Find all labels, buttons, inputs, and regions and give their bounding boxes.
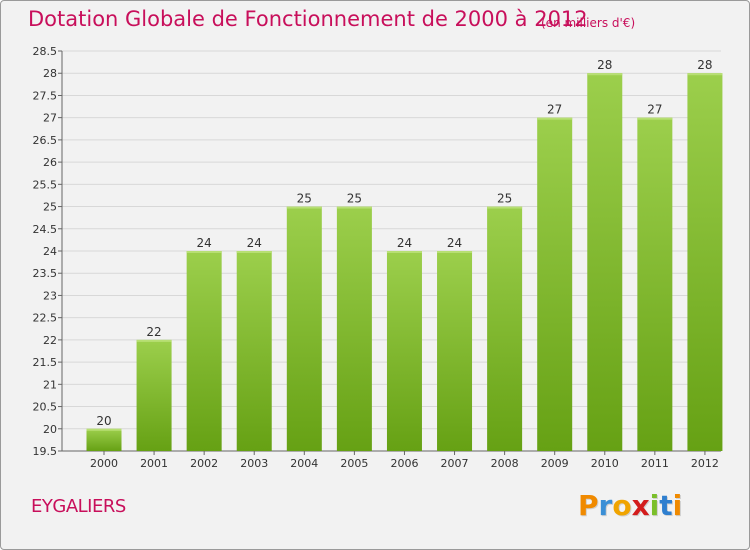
data-label: 28	[597, 58, 612, 72]
logo-letter: x	[631, 489, 650, 522]
bar-highlight	[587, 73, 623, 76]
bar-highlight	[136, 339, 172, 342]
x-tick-label: 2012	[691, 457, 719, 470]
bar-highlight	[687, 73, 723, 76]
logo-letter: r	[598, 489, 613, 522]
y-tick-label: 27	[43, 112, 57, 125]
bar-highlight	[487, 206, 523, 209]
y-tick-label: 20.5	[33, 401, 58, 414]
bar-highlight	[386, 251, 422, 253]
bar	[336, 206, 372, 451]
logo-letter: i	[672, 489, 683, 522]
bar-highlight	[537, 117, 573, 120]
x-tick-label: 2001	[140, 457, 168, 470]
bar-highlight	[437, 251, 473, 253]
bar	[637, 117, 673, 452]
y-tick-label: 24.5	[33, 223, 58, 236]
x-tick-label: 2008	[491, 457, 519, 470]
y-tick-label: 23.5	[33, 267, 58, 280]
logo-letter: i	[649, 489, 660, 522]
y-tick-label: 21	[43, 378, 57, 391]
y-tick-label: 28	[43, 67, 57, 80]
bar	[136, 339, 172, 451]
bar	[687, 73, 723, 451]
x-tick-label: 2009	[541, 457, 569, 470]
data-label: 22	[146, 325, 161, 339]
bar	[437, 251, 473, 451]
y-tick-label: 26.5	[33, 134, 58, 147]
data-label: 24	[397, 236, 412, 250]
x-tick-label: 2006	[390, 457, 418, 470]
data-label: 25	[297, 192, 312, 206]
y-tick-label: 25.5	[33, 178, 58, 191]
y-tick-label: 22	[43, 334, 57, 347]
data-label: 20	[96, 414, 111, 428]
chart-unit-label: (en milliers d'€)	[541, 16, 636, 30]
data-label: 24	[247, 236, 262, 250]
y-tick-label: 26	[43, 156, 57, 169]
x-tick-label: 2005	[340, 457, 368, 470]
y-tick-label: 20	[43, 423, 57, 436]
bar-highlight	[186, 251, 222, 253]
bar-highlight	[86, 428, 122, 431]
bar-highlight	[637, 117, 673, 120]
labels: 19.5 20 20.5 21 21.5 22 22.5 23 23.5 24 24.5 25 25.5…	[33, 45, 719, 470]
bar	[587, 73, 623, 451]
bar-highlight	[286, 206, 322, 209]
data-label: 24	[447, 236, 462, 250]
bar-highlight	[336, 206, 372, 209]
bar	[286, 206, 322, 451]
data-label: 25	[497, 192, 512, 206]
y-tick-label: 24	[43, 245, 57, 258]
x-tick-label: 2003	[240, 457, 268, 470]
data-label: 25	[347, 192, 362, 206]
chart-title: Dotation Globale de Fonctionnement de 20…	[28, 7, 588, 31]
logo-letter: o	[612, 489, 632, 522]
bar	[236, 251, 272, 451]
x-tick-label: 2010	[591, 457, 619, 470]
x-tick-label: 2002	[190, 457, 218, 470]
logo-letter: P	[578, 489, 599, 522]
data-label: 27	[547, 103, 562, 117]
y-tick-label: 23	[43, 289, 57, 302]
data-label: 28	[697, 58, 712, 72]
data-label: 27	[647, 103, 662, 117]
bar	[487, 206, 523, 451]
bar	[537, 117, 573, 452]
y-tick-label: 22.5	[33, 312, 58, 325]
x-tick-label: 2007	[441, 457, 469, 470]
bars	[86, 73, 723, 452]
commune-name: EYGALIERS	[31, 496, 126, 517]
bar	[186, 251, 222, 451]
y-tick-label: 19.5	[33, 445, 58, 458]
x-tick-label: 2000	[90, 457, 118, 470]
y-tick-label: 28.5	[33, 45, 58, 58]
logo-letter: t	[659, 489, 673, 522]
y-tick-label: 27.5	[33, 89, 58, 102]
bar	[86, 428, 122, 451]
y-tick-label: 21.5	[33, 356, 58, 369]
bar	[386, 251, 422, 451]
x-tick-label: 2004	[290, 457, 318, 470]
data-label: 24	[197, 236, 212, 250]
y-tick-label: 25	[43, 201, 57, 214]
bar-highlight	[236, 251, 272, 253]
x-tick-label: 2011	[641, 457, 669, 470]
proxiti-logo: Proxiti	[578, 489, 682, 522]
